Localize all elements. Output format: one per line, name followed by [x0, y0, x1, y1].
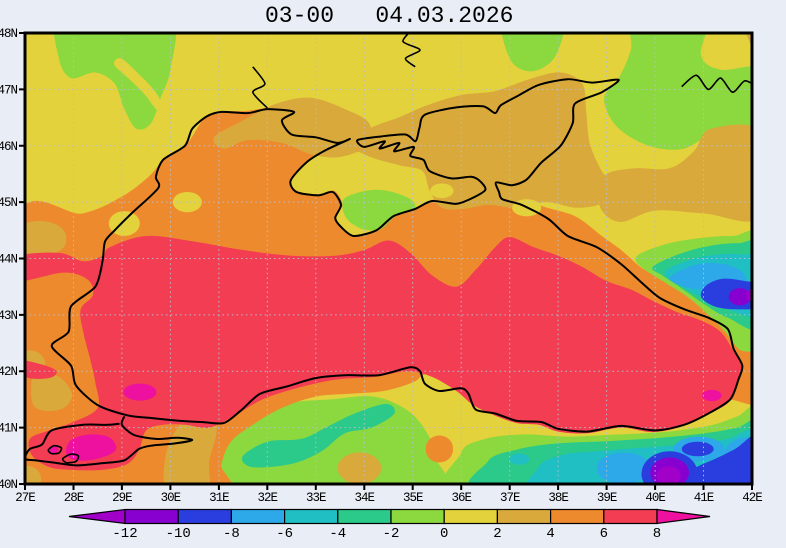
svg-text:31E: 31E [209, 491, 229, 505]
svg-text:-2: -2 [383, 526, 400, 542]
svg-text:48N: 48N [0, 27, 17, 41]
svg-text:32E: 32E [258, 491, 278, 505]
svg-text:0: 0 [440, 526, 448, 542]
svg-text:34E: 34E [355, 491, 375, 505]
svg-text:38E: 38E [548, 491, 568, 505]
svg-text:41N: 41N [0, 422, 17, 436]
svg-text:8: 8 [653, 526, 661, 542]
svg-text:-4: -4 [329, 526, 346, 542]
svg-text:42E: 42E [742, 491, 762, 505]
svg-text:4: 4 [546, 526, 554, 542]
svg-text:-10: -10 [166, 526, 191, 542]
svg-text:36E: 36E [451, 491, 471, 505]
svg-text:37E: 37E [500, 491, 520, 505]
svg-text:41E: 41E [694, 491, 714, 505]
svg-text:40N: 40N [0, 478, 17, 492]
svg-text:46N: 46N [0, 140, 17, 154]
svg-text:35E: 35E [403, 491, 423, 505]
svg-text:27E: 27E [15, 491, 35, 505]
svg-text:2: 2 [493, 526, 501, 542]
svg-text:42N: 42N [0, 365, 17, 379]
svg-text:-12: -12 [112, 526, 137, 542]
svg-text:47N: 47N [0, 83, 17, 97]
svg-text:-6: -6 [276, 526, 293, 542]
svg-text:45N: 45N [0, 196, 17, 210]
svg-text:6: 6 [600, 526, 608, 542]
svg-text:44N: 44N [0, 253, 17, 267]
svg-text:39E: 39E [597, 491, 617, 505]
svg-text:40E: 40E [645, 491, 665, 505]
svg-text:29E: 29E [112, 491, 132, 505]
svg-text:43N: 43N [0, 309, 17, 323]
svg-text:28E: 28E [64, 491, 84, 505]
svg-text:30E: 30E [161, 491, 181, 505]
svg-text:-8: -8 [223, 526, 240, 542]
svg-text:03-00 04.03.2026: 03-00 04.03.2026 [265, 3, 513, 29]
svg-text:33E: 33E [306, 491, 326, 505]
